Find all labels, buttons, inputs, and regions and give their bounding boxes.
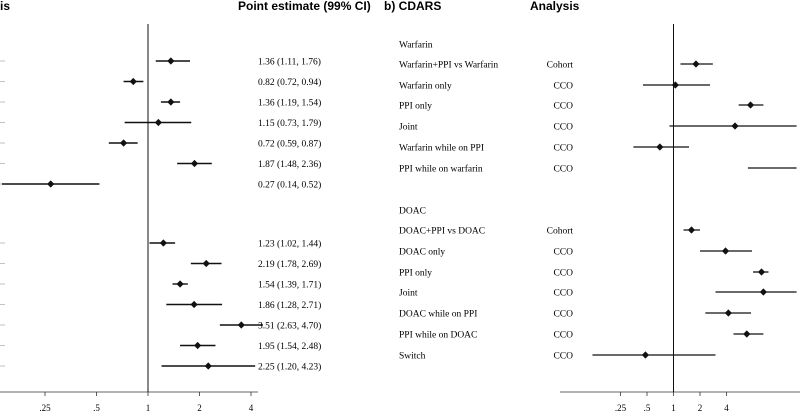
panel-a-estimate-text: 3.51 (2.63, 4.70) xyxy=(258,321,321,332)
panel-a-estimate-text: 1.87 (1.48, 2.36) xyxy=(258,159,321,170)
panel-b-group-heading: DOAC xyxy=(399,207,426,217)
panel-a-point-estimate xyxy=(119,139,128,147)
panel-b-analysis-label: CCO xyxy=(553,165,573,175)
panel-b-tick-label: 2 xyxy=(698,403,703,413)
panel-a-point-estimate xyxy=(190,159,199,168)
panel-a-tick-label: 2 xyxy=(197,403,202,413)
panel-b-analysis-label: CCO xyxy=(553,144,573,154)
panel-b-analysis-label: CCO xyxy=(553,269,573,279)
panel-b-analysis-label: CCO xyxy=(553,123,573,133)
panel-a-estimate-header: Point estimate (99% CI) xyxy=(238,0,371,13)
panel-a-estimate-text: 0.82 (0.72, 0.94) xyxy=(258,77,321,88)
panel-b-row-label: DOAC+PPI vs DOAC xyxy=(399,227,485,237)
panel-b-point-estimate xyxy=(746,101,755,109)
panel-a-point-estimate xyxy=(190,300,198,309)
panel-b-row-label: Joint xyxy=(399,123,418,133)
panel-a-point-estimate xyxy=(167,57,175,65)
panel-b-point-estimate xyxy=(641,351,650,359)
panel-b-row-label: Warfarin while on PPI xyxy=(399,143,484,154)
panel-b-tick-label: 1 xyxy=(671,403,676,413)
panel-a-point-estimate xyxy=(129,77,137,86)
panel-a-estimate-text: 2.19 (1.78, 2.69) xyxy=(258,259,321,270)
panel-a-point-estimate xyxy=(154,118,162,127)
panel-b-tick-label: 4 xyxy=(724,403,729,413)
panel-b-tick-label: .25 xyxy=(615,403,627,413)
panel-b-row-label: Switch xyxy=(399,352,426,362)
panel-a-point-estimate xyxy=(237,321,245,329)
panel-a-forest: .25 .5 1 2 4 1.36 (1.11, 1.76) 0.82 (0.72, 0.9… xyxy=(0,24,321,413)
panel-b-row-label: PPI only xyxy=(399,269,432,279)
panel-a-estimate-text: 1.95 (1.54, 2.48) xyxy=(258,341,321,352)
panel-b-point-estimate xyxy=(743,330,751,338)
panel-b-row-label: Warfarin+PPI vs Warfarin xyxy=(399,60,498,71)
panel-b-row-label: Joint xyxy=(399,289,418,299)
panel-a-point-estimate xyxy=(204,362,212,370)
panel-a-estimate-text: 1.36 (1.19, 1.54) xyxy=(258,98,321,109)
panel-b-point-estimate xyxy=(757,268,766,276)
panel-a-tick-label: 1 xyxy=(146,403,151,413)
panel-b-forest: .25 .5 1 2 4 Warfarin Warfarin+PPI vs Warfarin… xyxy=(399,24,800,413)
panel-b-row-label: DOAC only xyxy=(399,248,445,258)
panel-a-point-estimate xyxy=(176,280,184,288)
panel-a-estimate-text: 0.27 (0.14, 0.52) xyxy=(258,180,321,191)
panel-b-point-estimate xyxy=(671,81,679,89)
panel-b-point-estimate xyxy=(721,247,730,255)
panel-a-estimate-text: 1.86 (1.28, 2.71) xyxy=(258,300,321,311)
panel-a-estimate-text: 2.25 (1.20, 4.23) xyxy=(258,362,321,373)
panel-a-point-estimate xyxy=(194,341,202,350)
panel-b-tick-label: .5 xyxy=(644,403,651,413)
panel-b-point-estimate xyxy=(692,60,700,68)
panel-a-estimate-text: 1.23 (1.02, 1.44) xyxy=(258,239,321,250)
panel-a-estimate-text: 0.72 (0.59, 0.87) xyxy=(258,139,321,150)
panel-a-estimate-text: 1.36 (1.11, 1.76) xyxy=(258,57,321,68)
panel-a-tick-label: .25 xyxy=(39,403,51,413)
panel-b-analysis-label: CCO xyxy=(553,248,573,258)
panel-a-tick-label: 4 xyxy=(249,403,254,413)
panel-b-analysis-label: Cohort xyxy=(547,61,574,71)
panel-b-analysis-label: CCO xyxy=(553,331,573,341)
panel-b-group-heading: Warfarin xyxy=(399,40,433,51)
panel-b-row-label: PPI while on DOAC xyxy=(399,331,477,341)
panel-a-point-estimate xyxy=(47,180,55,188)
panel-b-row-label: PPI only xyxy=(399,102,432,112)
panel-b-analysis-label: Cohort xyxy=(547,227,574,237)
panel-b-analysis-label: CCO xyxy=(553,289,573,299)
panel-b-point-estimate xyxy=(687,226,696,234)
panel-a-point-estimate xyxy=(202,259,210,268)
panel-b-row-label: DOAC while on PPI xyxy=(399,310,477,320)
panel-b-row-label: PPI while on warfarin xyxy=(399,164,483,175)
panel-b-analysis-header: Analysis xyxy=(530,0,580,13)
panel-b-point-estimate xyxy=(724,309,732,317)
panel-a-estimate-text: 1.54 (1.39, 1.71) xyxy=(258,280,321,291)
panel-a-point-estimate xyxy=(167,98,175,106)
panel-b-row-label: Warfarin only xyxy=(399,81,452,92)
panel-b-analysis-label: CCO xyxy=(553,310,573,320)
panel-a-estimate-text: 1.15 (0.73, 1.79) xyxy=(258,118,321,129)
panel-b-analysis-label: CCO xyxy=(553,352,573,362)
panel-b-analysis-label: CCO xyxy=(553,102,573,112)
panel-a-tick-label: .5 xyxy=(93,403,100,413)
panel-b-point-estimate xyxy=(759,288,767,296)
panel-b-title: b) CDARS xyxy=(384,0,441,13)
panel-b-analysis-label: CCO xyxy=(553,82,573,92)
panel-a-point-estimate xyxy=(159,239,167,247)
panel-b-point-estimate xyxy=(656,143,664,151)
panel-a-title-fragment: is xyxy=(0,0,10,13)
panel-b-point-estimate xyxy=(731,122,739,130)
